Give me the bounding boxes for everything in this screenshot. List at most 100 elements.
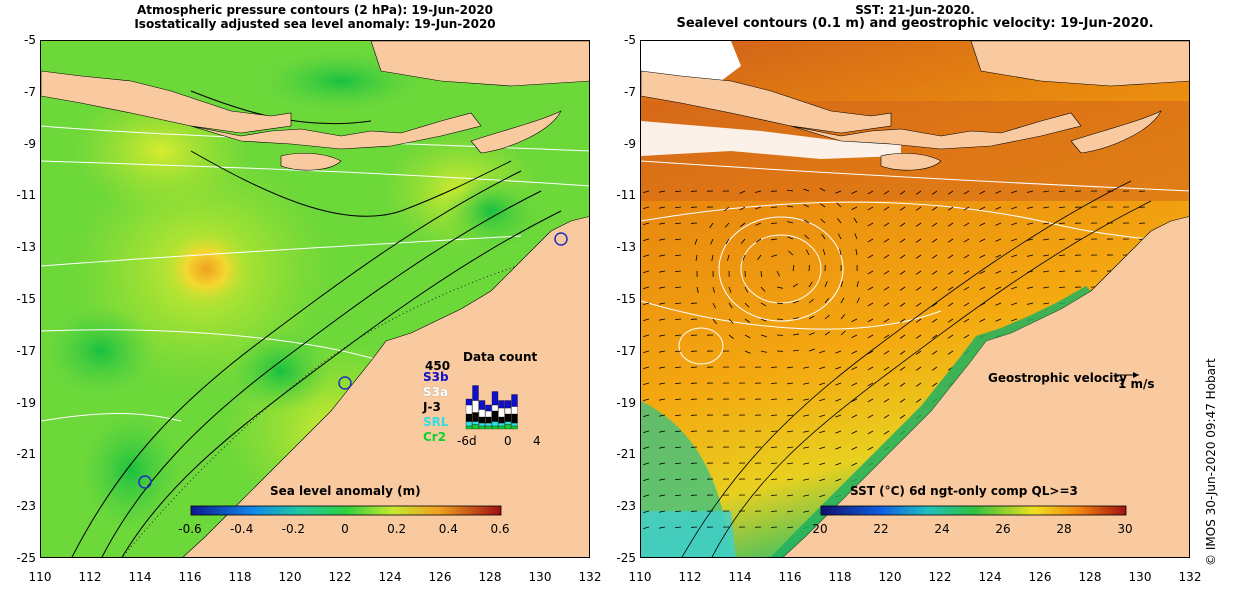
sst-map: [640, 40, 1190, 558]
velocity-vector: [643, 414, 650, 418]
velocity-vector: [867, 302, 874, 307]
velocity-vector: [899, 270, 906, 275]
histogram-bar-segment: [485, 404, 492, 412]
histogram-bar-segment: [498, 416, 505, 424]
velocity-vector: [883, 318, 890, 323]
velocity-vector: [1027, 302, 1034, 305]
velocity-vector: [883, 270, 890, 275]
velocity-vector: [867, 414, 874, 419]
y-tick-label: -11: [16, 188, 36, 203]
velocity-vector: [770, 238, 778, 241]
histogram-bar-segment: [491, 404, 499, 412]
velocity-vector: [840, 314, 846, 320]
velocity-vector: [931, 334, 938, 339]
velocity-vector: [643, 302, 650, 306]
velocity-vector: [899, 398, 906, 403]
velocity-vector: [915, 398, 922, 403]
velocity-vector: [659, 366, 666, 369]
velocity-vector: [659, 222, 666, 225]
velocity-vector: [979, 318, 986, 323]
velocity-vector: [674, 462, 682, 465]
velocity-vector: [899, 334, 906, 339]
histogram-bar-segment: [472, 421, 479, 425]
velocity-vector: [931, 318, 938, 323]
velocity-vector: [740, 222, 746, 228]
velocity-vector: [883, 382, 890, 387]
colorbar-tick-label: -0.4: [229, 522, 254, 536]
y-tick-label: -13: [616, 240, 636, 255]
velocity-vector: [963, 206, 970, 211]
x-tick-label: 126: [428, 570, 452, 584]
velocity-vector: [915, 366, 922, 371]
velocity-vector: [899, 350, 906, 355]
velocity-vector: [899, 190, 906, 195]
velocity-vector: [867, 286, 874, 291]
x-tick-label: 110: [628, 570, 652, 584]
x-tick-label: 110: [28, 570, 52, 584]
velocity-vector: [712, 318, 717, 325]
velocity-vector: [808, 332, 815, 336]
velocity-vector: [899, 302, 906, 307]
velocity-vector: [674, 382, 682, 385]
velocity-vector: [770, 414, 778, 416]
velocity-vector: [963, 270, 970, 275]
northern-islands: [970, 41, 1189, 87]
velocity-vector: [995, 206, 1002, 210]
velocity-vector: [1011, 238, 1018, 242]
velocity-vector: [851, 366, 858, 370]
timor-island: [470, 110, 562, 154]
velocity-vector: [995, 286, 1002, 290]
histogram-bar-segment: [511, 394, 518, 407]
velocity-vector: [867, 350, 874, 355]
velocity-vector: [674, 190, 682, 193]
imos-credit: © IMOS 30-Jun-2020 09:47 Hobart: [1190, 330, 1218, 570]
velocity-vector: [674, 526, 682, 529]
histogram-bar-segment: [504, 400, 512, 409]
velocity-vector: [899, 318, 906, 323]
x-tick-label: 124: [378, 570, 402, 584]
velocity-vector: [931, 286, 938, 291]
velocity-vector: [835, 462, 842, 466]
velocity-vector: [840, 330, 846, 336]
colorbar-tick-label: 0.2: [387, 522, 407, 536]
velocity-vector: [899, 254, 906, 259]
velocity-vector: [1058, 222, 1066, 225]
velocity-vector: [899, 222, 906, 227]
velocity-vector: [760, 286, 766, 292]
histogram-bar-segment: [504, 413, 512, 422]
velocity-vector: [643, 494, 650, 498]
velocity-vector: [755, 206, 762, 210]
velocity-vector: [979, 302, 986, 307]
histogram-bar-segment: [504, 424, 512, 430]
velocity-vector: [819, 478, 826, 482]
velocity-vector: [867, 446, 874, 451]
velocity-vector: [1058, 238, 1066, 241]
velocity-vector: [787, 221, 794, 224]
x-tick-label: 126: [1028, 570, 1052, 584]
velocity-vector: [915, 318, 922, 323]
velocity-vector: [855, 249, 858, 256]
velocity-vector: [1011, 254, 1018, 258]
velocity-vector: [851, 430, 858, 434]
velocity-vector: [1058, 190, 1066, 193]
sumba-island: [880, 152, 942, 171]
histogram-bar-segment: [491, 410, 499, 422]
velocity-vector: [1011, 286, 1018, 290]
x-tick-label: 112: [78, 570, 102, 584]
y-tick-label: -21: [616, 447, 636, 462]
velocity-vector: [851, 334, 858, 338]
velocity-vector: [770, 366, 778, 368]
velocity-vector: [728, 334, 734, 340]
velocity-vector: [725, 238, 730, 245]
velocity-vector: [787, 366, 794, 369]
x-tick-label: 130: [528, 570, 552, 584]
y-tick-label: -15: [616, 292, 636, 306]
velocity-vector: [899, 414, 906, 419]
velocity-vector: [739, 206, 746, 211]
velocity-vector: [787, 494, 794, 497]
velocity-vector: [1043, 190, 1050, 193]
velocity-vector: [1058, 270, 1066, 273]
velocity-vector: [915, 238, 922, 243]
histogram-bar-segment: [472, 412, 479, 422]
velocity-vector: [659, 190, 666, 193]
